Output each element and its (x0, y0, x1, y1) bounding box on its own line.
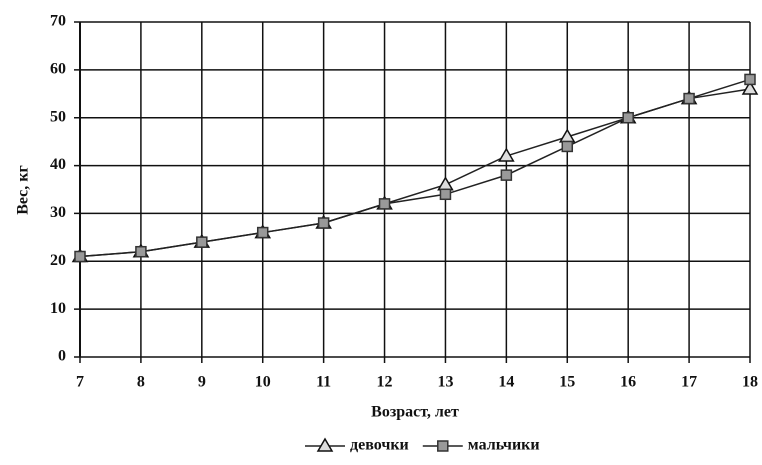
y-tick-label: 40 (50, 156, 66, 173)
marker (500, 169, 513, 181)
x-tick-label: 11 (316, 374, 331, 391)
x-tick-label: 10 (255, 374, 271, 391)
series-line (79, 78, 751, 258)
marker (744, 73, 756, 86)
series-line (79, 88, 751, 258)
y-tick-label: 0 (58, 348, 66, 365)
x-tick-label: 13 (437, 374, 453, 391)
y-tick-label: 10 (50, 300, 66, 317)
x-tick-label: 12 (377, 374, 393, 391)
legend-label: мальчики (468, 437, 540, 454)
marker (256, 226, 269, 239)
marker (622, 111, 634, 124)
marker (135, 245, 147, 258)
x-tick-label: 15 (559, 374, 575, 391)
marker (317, 217, 330, 229)
x-tick-label: 9 (198, 374, 206, 391)
marker (439, 188, 452, 201)
y-tick-label: 70 (50, 13, 66, 30)
x-axis-label: Возраст, лет (371, 404, 459, 421)
marker (683, 92, 695, 105)
legend-marker (437, 440, 449, 452)
y-tick-label: 60 (50, 61, 66, 78)
marker (196, 236, 208, 248)
marker (498, 147, 515, 162)
x-tick-label: 16 (620, 374, 636, 391)
x-tick-label: 7 (76, 374, 84, 391)
y-tick-label: 30 (50, 204, 66, 221)
x-tick-label: 8 (137, 374, 145, 391)
marker (741, 80, 759, 95)
marker (437, 176, 454, 191)
y-tick-label: 50 (50, 108, 66, 125)
x-tick-label: 18 (742, 374, 758, 391)
y-axis-label: Вес, кг (15, 165, 32, 215)
x-tick-label: 17 (681, 374, 697, 391)
legend-label: девочки (350, 437, 409, 454)
marker (378, 198, 391, 210)
x-tick-label: 14 (498, 374, 514, 391)
legend-marker (316, 437, 334, 452)
marker (74, 250, 86, 263)
marker (561, 140, 574, 153)
y-tick-label: 20 (50, 252, 66, 269)
